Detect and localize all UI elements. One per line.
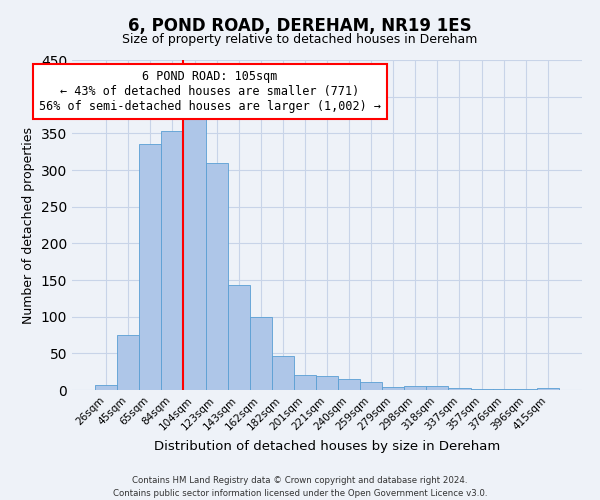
- Bar: [338, 379, 360, 390]
- Bar: [161, 131, 184, 390]
- Bar: [272, 356, 294, 390]
- Bar: [184, 118, 206, 390]
- Bar: [250, 318, 272, 390]
- Bar: [360, 382, 382, 390]
- Text: 6 POND ROAD: 105sqm
← 43% of detached houses are smaller (771)
56% of semi-detac: 6 POND ROAD: 105sqm ← 43% of detached ho…: [39, 70, 381, 113]
- Bar: [95, 385, 117, 390]
- Bar: [316, 376, 338, 390]
- Bar: [206, 162, 227, 390]
- Bar: [537, 388, 559, 390]
- X-axis label: Distribution of detached houses by size in Dereham: Distribution of detached houses by size …: [154, 440, 500, 453]
- Text: Contains HM Land Registry data © Crown copyright and database right 2024.
Contai: Contains HM Land Registry data © Crown c…: [113, 476, 487, 498]
- Text: Size of property relative to detached houses in Dereham: Size of property relative to detached ho…: [122, 32, 478, 46]
- Y-axis label: Number of detached properties: Number of detached properties: [22, 126, 35, 324]
- Bar: [404, 386, 427, 390]
- Bar: [382, 387, 404, 390]
- Bar: [294, 376, 316, 390]
- Bar: [470, 388, 493, 390]
- Text: 6, POND ROAD, DEREHAM, NR19 1ES: 6, POND ROAD, DEREHAM, NR19 1ES: [128, 18, 472, 36]
- Bar: [227, 285, 250, 390]
- Bar: [448, 388, 470, 390]
- Bar: [427, 386, 448, 390]
- Bar: [117, 335, 139, 390]
- Bar: [139, 144, 161, 390]
